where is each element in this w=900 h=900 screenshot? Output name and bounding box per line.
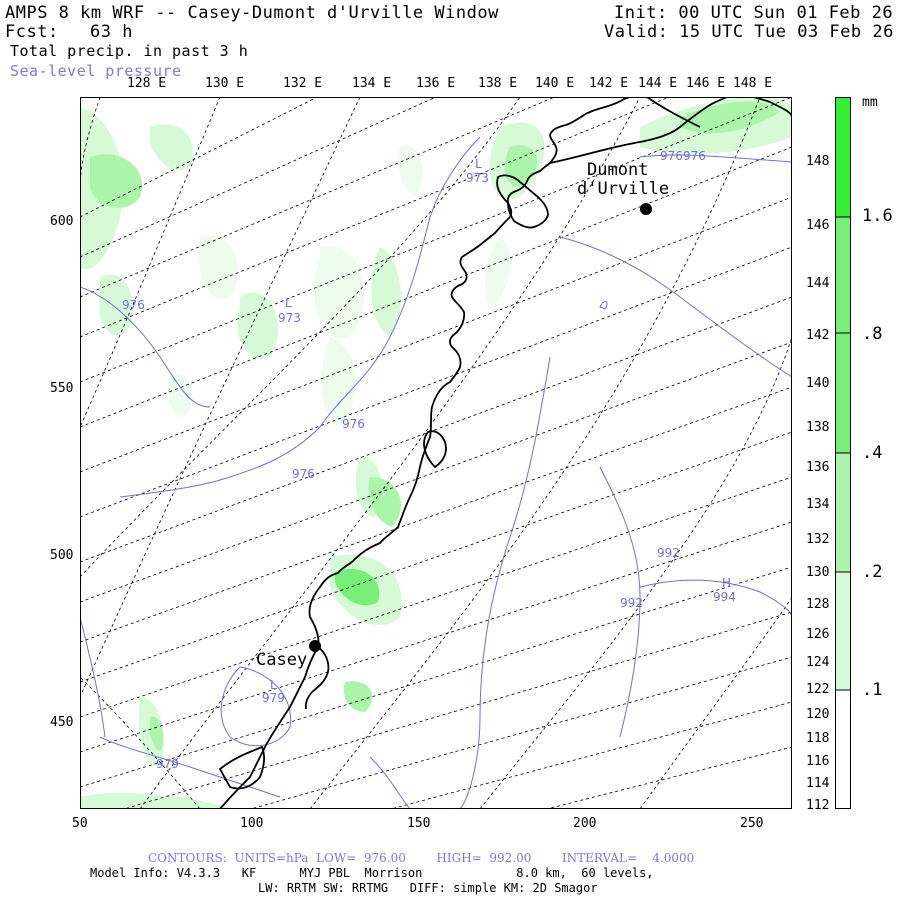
isobar-label: 976 (292, 467, 315, 481)
lon-label: 128 E (127, 76, 167, 91)
valid-time: Valid: 15 UTC Tue 03 Feb 26 (604, 22, 894, 42)
colorbar-label: .2 (862, 562, 883, 582)
isobar-label: 976 (122, 298, 145, 312)
isobar-label: 973 (278, 311, 301, 325)
lon-label: 138 E (478, 76, 518, 91)
station-label-casey: Casey (256, 650, 307, 670)
isobar-contours (80, 136, 792, 809)
isobar-label: 976 (342, 417, 365, 431)
model-info-line2: LW: RRTM SW: RRTMG DIFF: simple KM: 2D S… (258, 881, 598, 895)
x-tick-label: 50 (72, 816, 88, 831)
x-tick-label: 150 (407, 816, 431, 831)
contour-info: CONTOURS: UNITS=hPa LOW= 976.00 HIGH= 99… (148, 851, 695, 865)
station-marker-dumont (640, 203, 652, 215)
isobar-label: 994 (713, 590, 736, 604)
colorbar-unit: mm (862, 95, 878, 110)
x-tick-label: 200 (573, 816, 597, 831)
model-info-line1: Model Info: V4.3.3 KF MYJ PBL Morrison 8… (90, 866, 654, 880)
lon-label: 136 E (416, 76, 456, 91)
lon-label: 140 E (535, 76, 575, 91)
lat-lon-grid (80, 97, 792, 809)
init-time: Init: 00 UTC Sun 01 Feb 26 (614, 3, 894, 23)
y-tick-label: 550 (50, 381, 74, 396)
high-marker: H (722, 576, 731, 590)
x-tick-label: 100 (240, 816, 264, 831)
isobar-label: 973 (466, 171, 489, 185)
isobar-label: 979 (156, 757, 179, 771)
isobar-label: 976 (683, 149, 706, 163)
y-tick-label: 500 (50, 548, 74, 563)
lon-label: 144 E (638, 76, 678, 91)
map-background (80, 97, 792, 809)
overlay-name: Sea-level pressure (10, 62, 182, 80)
isobar-label: 976 (660, 149, 683, 163)
low-marker: L (475, 157, 482, 171)
forecast-label: Fcst: (5, 22, 59, 42)
colorbar-band (835, 690, 851, 809)
lon-label: 134 E (352, 76, 392, 91)
colorbar-band (835, 97, 851, 217)
colorbar-label: .4 (862, 443, 883, 463)
map-title: AMPS 8 km WRF -- Casey-Dumont d'Urville … (5, 3, 499, 23)
forecast-hours: 63 h (90, 22, 133, 42)
colorbar-label: .8 (862, 324, 883, 344)
colorbar-label: .1 (862, 680, 883, 700)
colorbar-band (835, 217, 851, 453)
lon-label: 148 E (733, 76, 773, 91)
station-label-durville: d'Urville (577, 179, 669, 199)
isobar-label: 992 (620, 596, 643, 610)
station-marker-casey (309, 640, 321, 652)
y-tick-label: 450 (50, 715, 74, 730)
lon-label: 132 E (283, 76, 323, 91)
colorbar-band (835, 453, 851, 572)
lon-label: 130 E (205, 76, 245, 91)
station-label-dumont: Dumont (587, 160, 648, 180)
lon-label: 146 E (686, 76, 726, 91)
colorbar (835, 97, 851, 809)
map-panel: Dumont d'Urville Casey L 973 L 973 976 9… (80, 97, 792, 809)
isobar-labels: L 973 L 973 976 976 976 976 976 L 979 97… (122, 149, 736, 771)
y-tick-label: 600 (50, 214, 74, 229)
lon-label: 142 E (589, 76, 629, 91)
stations (309, 203, 652, 652)
colorbar-band (835, 572, 851, 690)
precip-shading (80, 97, 792, 809)
isobar-label: 992 (657, 546, 680, 560)
x-tick-label: 250 (740, 816, 764, 831)
isobar-label: 979 (262, 691, 285, 705)
map-frame (80, 97, 792, 809)
low-marker: L (285, 296, 292, 310)
coastline (218, 97, 792, 809)
low-marker: L (270, 678, 277, 692)
colorbar-label: 1.6 (862, 206, 893, 226)
field-name: Total precip. in past 3 h (10, 42, 249, 60)
